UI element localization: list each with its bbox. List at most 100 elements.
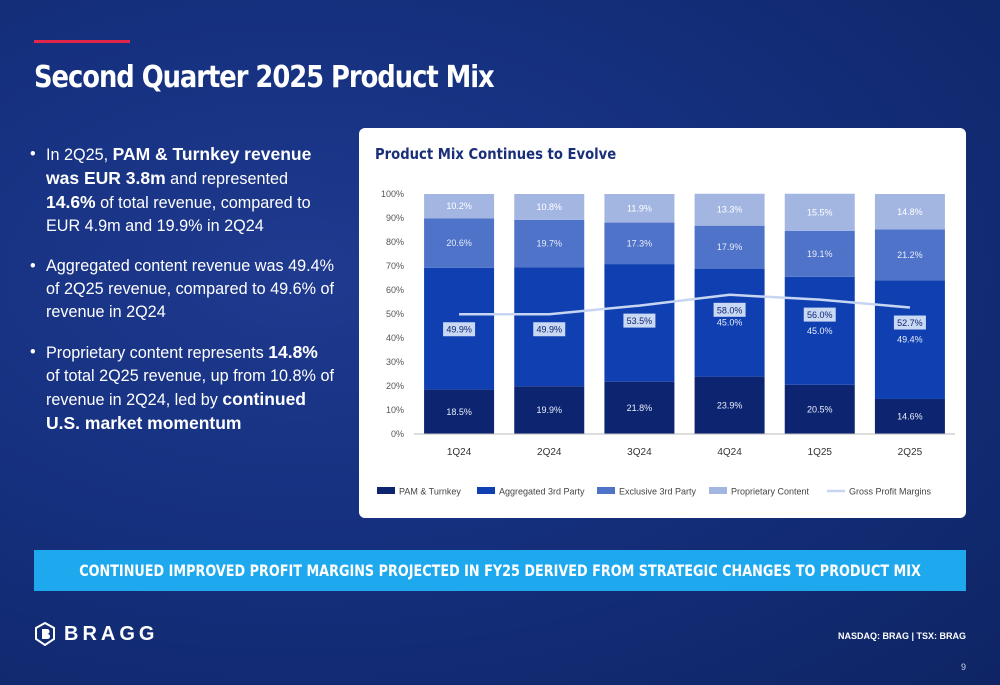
bar-value-label: 17.9%: [717, 242, 743, 252]
x-category-label: 2Q25: [898, 447, 923, 458]
bar-segment: [874, 229, 945, 281]
x-category-label: 2Q24: [537, 447, 562, 458]
bullet-text: Aggregated content revenue was 49.4% of …: [46, 257, 334, 321]
bullet-text: and represented: [165, 170, 289, 188]
margin-label: 58.0%: [717, 305, 743, 315]
banner-text: CONTINUED IMPROVED PROFIT MARGINS PROJEC…: [79, 561, 921, 580]
margin-label: 49.9%: [446, 325, 472, 335]
stacked-bar-chart: Product Mix Continues to Evolve 0% 10% 20% 3…: [375, 146, 955, 497]
bullet-item: In 2Q25, PAM & Turnkey revenue was EUR 3…: [30, 143, 335, 238]
legend-label: Proprietary Content: [731, 487, 810, 497]
chart-title: Product Mix Continues to Evolve: [375, 146, 616, 163]
bullet-item: Proprietary content represents 14.8% of …: [30, 341, 335, 436]
legend-swatch: [597, 487, 615, 494]
bar-segment: [784, 384, 855, 434]
bar-segment: [694, 225, 765, 269]
banner: CONTINUED IMPROVED PROFIT MARGINS PROJEC…: [34, 550, 966, 591]
y-tick-label: 80%: [386, 237, 404, 247]
bar-segment: [874, 280, 945, 399]
bar-value-label: 10.2%: [446, 201, 472, 211]
bar-segment: [784, 276, 855, 385]
margin-label-box: [443, 322, 476, 337]
bullet-text: of total revenue, compared to EUR 4.9m a…: [46, 194, 311, 235]
legend-label: Exclusive 3rd Party: [619, 487, 697, 497]
bullet-item: Aggregated content revenue was 49.4% of …: [30, 255, 335, 324]
bar-segment: [424, 194, 495, 219]
bar-value-label: 14.8%: [897, 207, 923, 217]
bar-value-label: 20.5%: [807, 404, 833, 414]
y-tick-label: 100%: [381, 189, 404, 199]
bar-value-label: 49.4%: [897, 335, 923, 345]
margin-label-box: [623, 313, 656, 328]
bar-segment: [604, 381, 675, 434]
bar-segment: [604, 222, 675, 265]
logo: BRAGG: [34, 622, 158, 646]
legend-label: PAM & Turnkey: [399, 487, 461, 497]
bar-segment: [424, 218, 495, 268]
bar-value-label: 13.3%: [717, 205, 743, 215]
bar-segment: [784, 230, 855, 277]
bar-value-label: 19.7%: [536, 239, 562, 249]
chart-card: Product Mix Continues to Evolve 0% 10% 20% 3…: [359, 128, 966, 518]
bar-segment: [514, 386, 585, 434]
y-tick-label: 60%: [386, 285, 404, 295]
y-tick-label: 30%: [386, 357, 404, 367]
bullet-text: Proprietary content represents: [46, 344, 269, 362]
page-title: Second Quarter 2025 Product Mix: [34, 60, 495, 95]
logo-text: BRAGG: [64, 622, 159, 645]
bar-value-label: 19.9%: [536, 405, 562, 415]
bullet-bold-text: PAM & Turnkey revenue was EUR 3.8m: [46, 144, 312, 188]
y-tick-label: 20%: [386, 381, 404, 391]
y-tick-label: 90%: [386, 213, 404, 223]
y-tick-label: 40%: [386, 333, 404, 343]
bar-value-label: 45.0%: [717, 318, 743, 328]
bullet-text: In 2Q25,: [46, 146, 113, 164]
bar-segment: [694, 376, 765, 434]
accent-line: [34, 40, 130, 43]
margin-label: 52.7%: [897, 318, 923, 328]
y-tick-label: 10%: [386, 405, 404, 415]
legend-swatch: [477, 487, 495, 494]
x-category-label: 4Q24: [717, 447, 742, 458]
bar-value-label: 19.1%: [807, 249, 833, 259]
legend-swatch: [377, 487, 395, 494]
ticker-text: NASDAQ: BRAG | TSX: BRAG: [837, 631, 966, 641]
bullet-text: of total 2Q25 revenue, up from 10.8% of …: [46, 367, 334, 409]
bar-value-label: 11.9%: [627, 203, 652, 213]
margin-label: 49.9%: [536, 325, 562, 335]
bar-segment: [604, 194, 675, 223]
legend-label: Gross Profit Margins: [849, 487, 932, 497]
bragg-logo-icon: [35, 622, 55, 646]
margin-label-box: [803, 307, 836, 322]
bar-value-label: 45.0%: [807, 326, 833, 336]
gross-margin-line: [459, 293, 911, 316]
bar-segment: [514, 219, 585, 268]
bar-value-label: 10.8%: [536, 202, 562, 212]
x-category-label: 1Q25: [808, 447, 833, 458]
y-tick-label: 70%: [386, 261, 404, 271]
margin-label-box: [893, 315, 926, 330]
margin-label-box: [713, 302, 746, 317]
x-category-label: 1Q24: [447, 447, 472, 458]
y-tick-label: 50%: [386, 309, 404, 319]
legend-label: Aggregated 3rd Party: [499, 487, 585, 497]
bar-segment: [694, 193, 765, 226]
margin-label: 56.0%: [807, 310, 833, 320]
page-number: 9: [960, 662, 966, 672]
bar-segment: [694, 268, 765, 377]
bar-value-label: 21.8%: [627, 403, 653, 413]
bar-value-label: 17.3%: [627, 238, 653, 248]
bar-value-label: 21.2%: [897, 250, 923, 260]
bullet-bold-text: 14.8%: [268, 342, 318, 362]
bar-segment: [874, 398, 945, 434]
bar-value-label: 14.6%: [897, 411, 923, 421]
margin-label: 53.5%: [627, 316, 653, 326]
bar-value-label: 18.5%: [446, 407, 472, 417]
bar-value-label: 20.6%: [446, 238, 472, 248]
bar-value-label: 15.5%: [807, 207, 833, 217]
bar-segment: [874, 194, 945, 230]
margin-label-box: [533, 322, 566, 337]
x-category-label: 3Q24: [627, 447, 652, 458]
bar-segment: [514, 194, 585, 220]
